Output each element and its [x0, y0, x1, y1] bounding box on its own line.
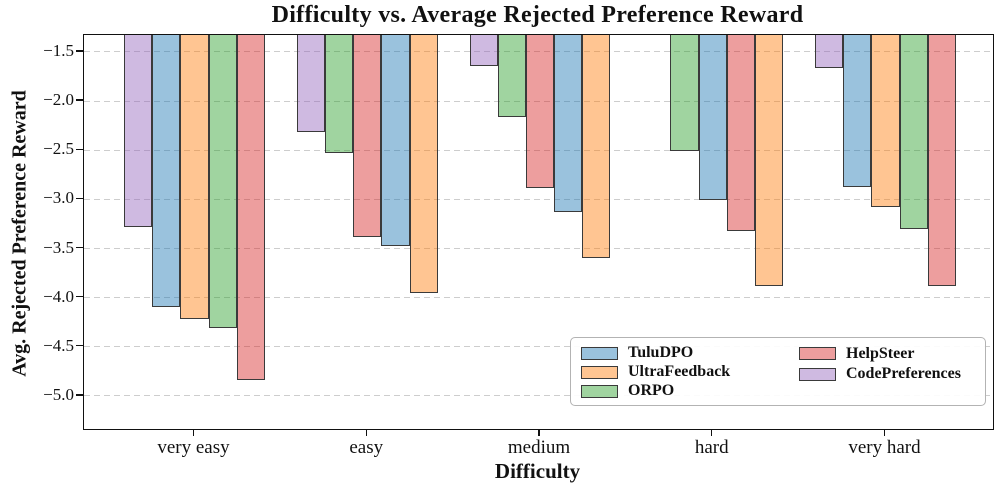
legend-label: UltraFeedback — [628, 363, 731, 380]
y-tick-mark — [76, 394, 83, 396]
y-tick-mark — [76, 295, 83, 298]
legend-label: TuluDPO — [628, 344, 694, 361]
bar-ultrafeedback-medium — [582, 35, 611, 259]
x-tick-mark — [192, 429, 195, 436]
y-tick-mark — [76, 99, 83, 101]
y-tick-label: −2.5 — [43, 139, 74, 159]
legend-column: TuluDPO UltraFeedback ORPO — [581, 344, 799, 401]
bar-orpo-easy — [324, 35, 354, 154]
y-tick-label: −1.5 — [43, 40, 74, 60]
legend-item-ultrafeedback: UltraFeedback — [581, 363, 799, 381]
bar-tuludpo-medium — [554, 35, 583, 213]
bar-codepreferences-very-easy — [124, 35, 153, 227]
y-tick-label: −3.0 — [43, 188, 74, 208]
x-tick-mark — [538, 429, 540, 436]
y-tick-mark — [76, 345, 83, 347]
bar-codepreferences-very-hard — [815, 35, 844, 68]
legend-swatch — [581, 346, 618, 360]
bar-ultrafeedback-very-hard — [871, 35, 900, 208]
gridline — [84, 297, 993, 299]
plot-inner — [84, 35, 993, 429]
y-tick-label: −4.5 — [43, 335, 74, 355]
bar-tuludpo-very-easy — [152, 35, 181, 307]
bar-orpo-hard — [670, 35, 699, 152]
legend-item-codepreferences: CodePreferences — [799, 365, 961, 385]
bar-ultrafeedback-easy — [409, 35, 438, 293]
y-tick-mark — [76, 50, 83, 52]
gridline — [84, 100, 993, 102]
y-tick-label: −4.0 — [43, 286, 74, 306]
x-tick-label: easy — [349, 437, 384, 458]
x-tick-label: medium — [507, 437, 571, 458]
legend-swatch — [799, 367, 836, 381]
y-tick-label: −3.5 — [43, 237, 74, 257]
legend-swatch — [581, 365, 618, 379]
legend-swatch — [581, 384, 618, 398]
legend: TuluDPO UltraFeedback ORPO HelpSteer CodePre… — [570, 337, 986, 406]
y-tick-mark — [76, 246, 83, 249]
y-tick-label: −2.0 — [43, 90, 74, 110]
bar-helpsteer-very-hard — [927, 35, 956, 286]
bar-ultrafeedback-very-easy — [180, 35, 209, 320]
legend-label: HelpSteer — [846, 344, 915, 362]
legend-column: HelpSteer CodePreferences — [799, 344, 961, 401]
legend-item-orpo: ORPO — [581, 382, 799, 400]
y-tick-mark — [76, 148, 83, 150]
legend-item-helpsteer: HelpSteer — [799, 344, 961, 364]
chart-title: Difficulty vs. Average Rejected Preferen… — [271, 2, 804, 28]
x-axis-label: Difficulty — [494, 459, 581, 483]
bar-codepreferences-easy — [296, 35, 325, 132]
bar-helpsteer-hard — [726, 35, 756, 231]
x-tick-label: very easy — [157, 437, 230, 458]
bar-orpo-very-easy — [208, 35, 237, 329]
bar-helpsteer-medium — [525, 35, 555, 188]
gridline — [84, 395, 993, 397]
y-tick-mark — [76, 197, 83, 200]
bar-helpsteer-very-easy — [236, 35, 265, 381]
bar-tuludpo-easy — [381, 35, 410, 246]
x-tick-mark — [711, 429, 713, 436]
gridline — [84, 346, 993, 348]
bar-orpo-very-hard — [899, 35, 928, 229]
legend-item-tuludpo: TuluDPO — [581, 344, 799, 362]
x-tick-mark — [883, 429, 886, 436]
bar-helpsteer-easy — [353, 35, 382, 237]
y-tick-label: −5.0 — [43, 384, 74, 404]
gridline — [84, 149, 993, 151]
bar-ultrafeedback-hard — [755, 35, 784, 286]
legend-swatch — [799, 347, 836, 361]
bar-codepreferences-medium — [469, 35, 498, 66]
bar-orpo-medium — [497, 35, 526, 117]
x-tick-label: hard — [694, 437, 729, 458]
x-tick-label: very hard — [848, 437, 921, 458]
bar-tuludpo-very-hard — [843, 35, 872, 187]
gridline — [84, 51, 993, 53]
legend-label: ORPO — [628, 382, 675, 399]
gridline — [84, 198, 993, 200]
gridline — [84, 248, 993, 249]
bar-tuludpo-hard — [698, 35, 727, 201]
legend-label: CodePreferences — [846, 365, 961, 383]
x-tick-mark — [365, 429, 367, 436]
plot-area — [83, 34, 994, 430]
